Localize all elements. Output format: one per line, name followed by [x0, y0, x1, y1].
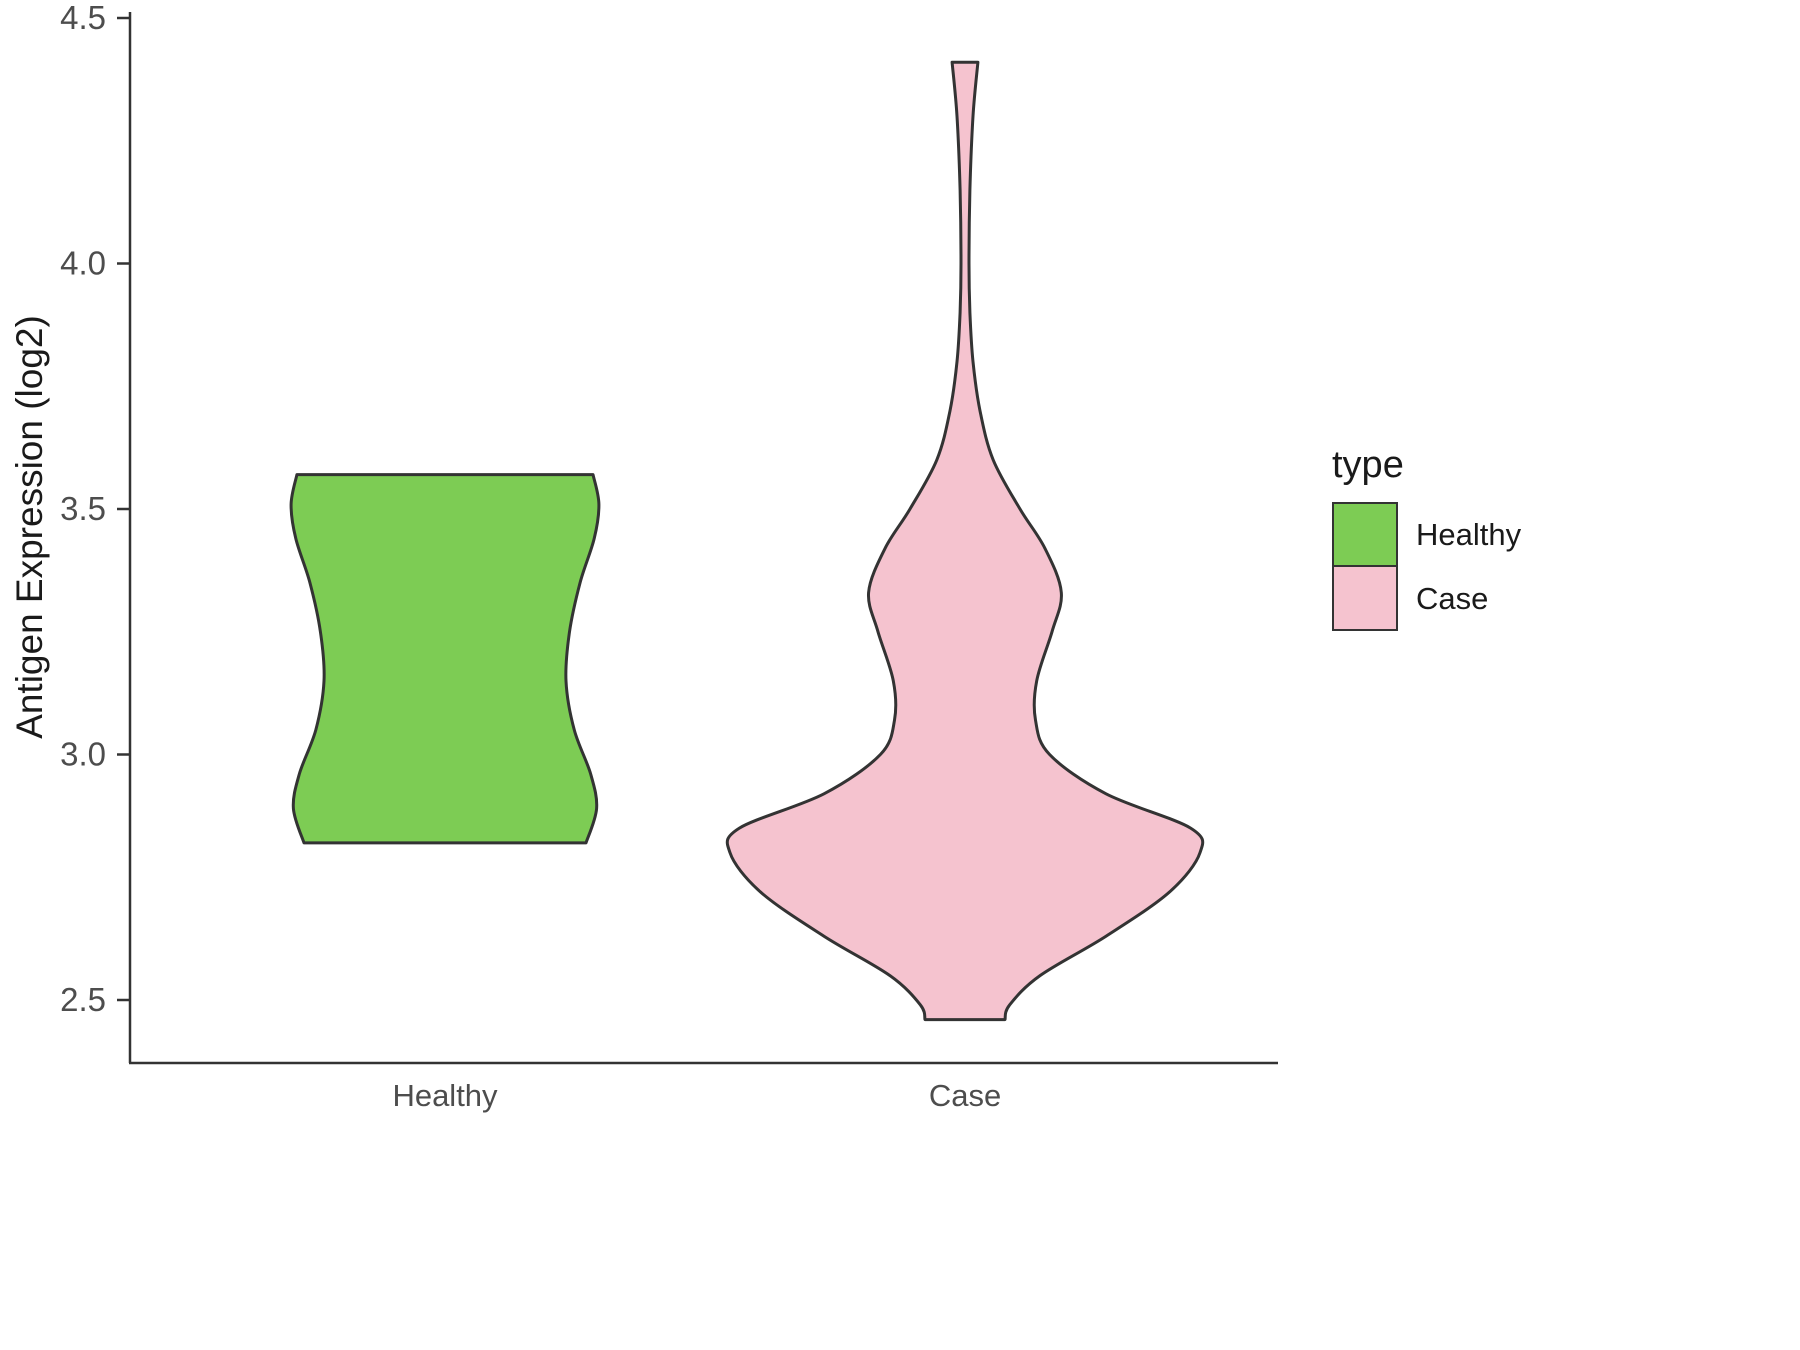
y-tick-label: 2.5	[60, 981, 106, 1018]
legend-entry-healthy: Healthy	[1332, 502, 1522, 568]
violin-healthy	[289, 473, 601, 845]
y-axis-title: Antigen Expression (log2)	[9, 315, 50, 739]
violin-case	[725, 60, 1205, 1022]
y-tick-label: 4.0	[60, 245, 106, 282]
y-tick-label: 4.5	[60, 0, 106, 36]
legend-label-case: Case	[1416, 581, 1489, 616]
x-category-label: Healthy	[392, 1078, 498, 1113]
x-category-label: Case	[929, 1078, 1001, 1113]
legend-title: type	[1332, 444, 1404, 486]
legend-label-healthy: Healthy	[1416, 517, 1522, 552]
legend-swatch-healthy	[1332, 502, 1398, 568]
legend-entry-case: Case	[1332, 565, 1521, 631]
y-tick-label: 3.5	[60, 490, 106, 527]
legend-swatch-case	[1332, 565, 1398, 631]
y-tick-label: 3.0	[60, 736, 106, 773]
legend: type Healthy Case	[1332, 444, 1521, 631]
